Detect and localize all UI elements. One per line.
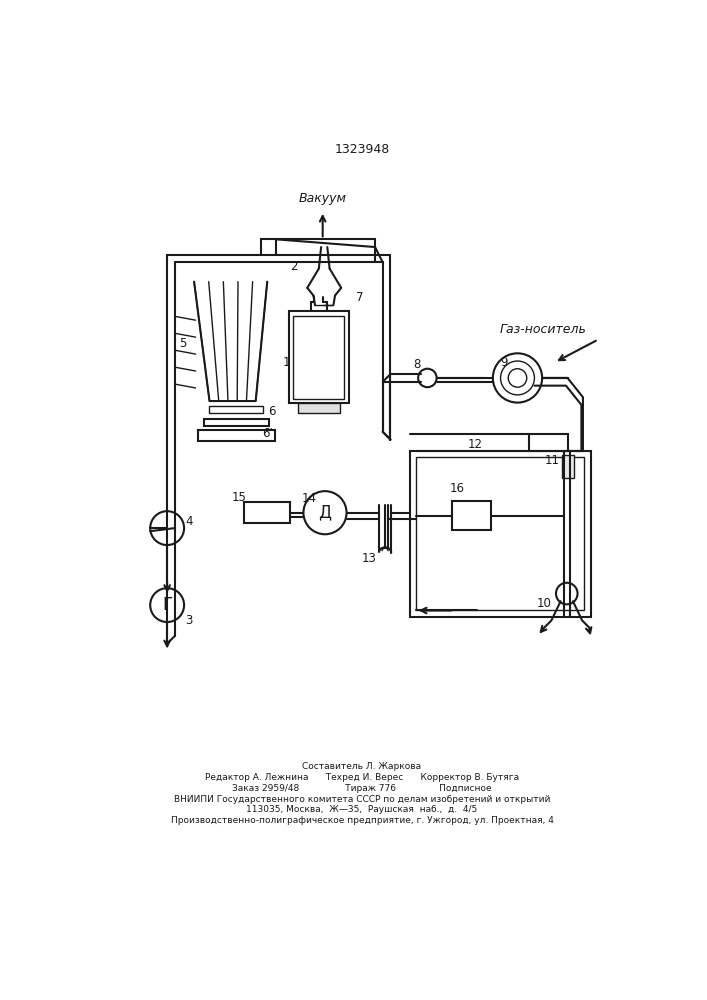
Text: 6: 6 bbox=[268, 405, 276, 418]
Text: Д: Д bbox=[318, 504, 332, 522]
Text: Вакуум: Вакуум bbox=[299, 192, 346, 205]
Circle shape bbox=[508, 369, 527, 387]
Circle shape bbox=[556, 583, 578, 604]
Text: Составитель Л. Жаркова: Составитель Л. Жаркова bbox=[303, 762, 421, 771]
Text: 113035, Москва,  Ж—35,  Раушская  наб.,  д.  4/5: 113035, Москва, Ж—35, Раушская наб., д. … bbox=[246, 805, 477, 814]
Text: 3: 3 bbox=[185, 614, 192, 627]
Bar bbox=[293, 316, 344, 399]
Text: Г: Г bbox=[162, 596, 173, 614]
Bar bbox=[209, 406, 264, 413]
Bar bbox=[198, 430, 275, 441]
Text: ВНИИПИ Государственного комитета СССР по делам изобретений и открытий: ВНИИПИ Государственного комитета СССР по… bbox=[174, 795, 550, 804]
Text: 6': 6' bbox=[262, 427, 273, 440]
Circle shape bbox=[418, 369, 437, 387]
Text: 1: 1 bbox=[283, 356, 291, 369]
Text: Производственно-полиграфическое предприятие, г. Ужгород, ул. Проектная, 4: Производственно-полиграфическое предприя… bbox=[170, 816, 554, 825]
Text: 1323948: 1323948 bbox=[334, 143, 390, 156]
Bar bbox=[529, 434, 568, 451]
Bar bbox=[409, 451, 590, 617]
Text: 9: 9 bbox=[501, 356, 508, 369]
Circle shape bbox=[493, 353, 542, 403]
Bar bbox=[452, 501, 491, 530]
Text: 13: 13 bbox=[361, 552, 376, 565]
Bar bbox=[288, 311, 349, 403]
Text: 8: 8 bbox=[414, 358, 421, 371]
Bar bbox=[562, 455, 575, 478]
Text: 2: 2 bbox=[291, 260, 298, 273]
Text: 7: 7 bbox=[356, 291, 363, 304]
Text: 4: 4 bbox=[185, 515, 192, 528]
Text: 5: 5 bbox=[179, 337, 186, 350]
Bar bbox=[298, 403, 339, 413]
Text: Редактор А. Лежнина      Техред И. Верес      Корректор В. Бутяга: Редактор А. Лежнина Техред И. Верес Корр… bbox=[205, 773, 519, 782]
Circle shape bbox=[150, 588, 184, 622]
Text: Газ-носитель: Газ-носитель bbox=[500, 323, 587, 336]
Circle shape bbox=[150, 511, 184, 545]
Circle shape bbox=[501, 361, 534, 395]
Text: Заказ 2959/48                Тираж 776               Подписное: Заказ 2959/48 Тираж 776 Подписное bbox=[232, 784, 492, 793]
Bar bbox=[244, 502, 291, 523]
Text: 12: 12 bbox=[467, 438, 483, 451]
Circle shape bbox=[303, 491, 346, 534]
Bar bbox=[204, 419, 269, 426]
Text: 14: 14 bbox=[302, 492, 317, 505]
Text: 16: 16 bbox=[450, 482, 465, 495]
Bar bbox=[416, 457, 585, 610]
Text: 15: 15 bbox=[231, 491, 246, 504]
Text: 11: 11 bbox=[544, 454, 560, 467]
Text: 10: 10 bbox=[537, 597, 552, 610]
